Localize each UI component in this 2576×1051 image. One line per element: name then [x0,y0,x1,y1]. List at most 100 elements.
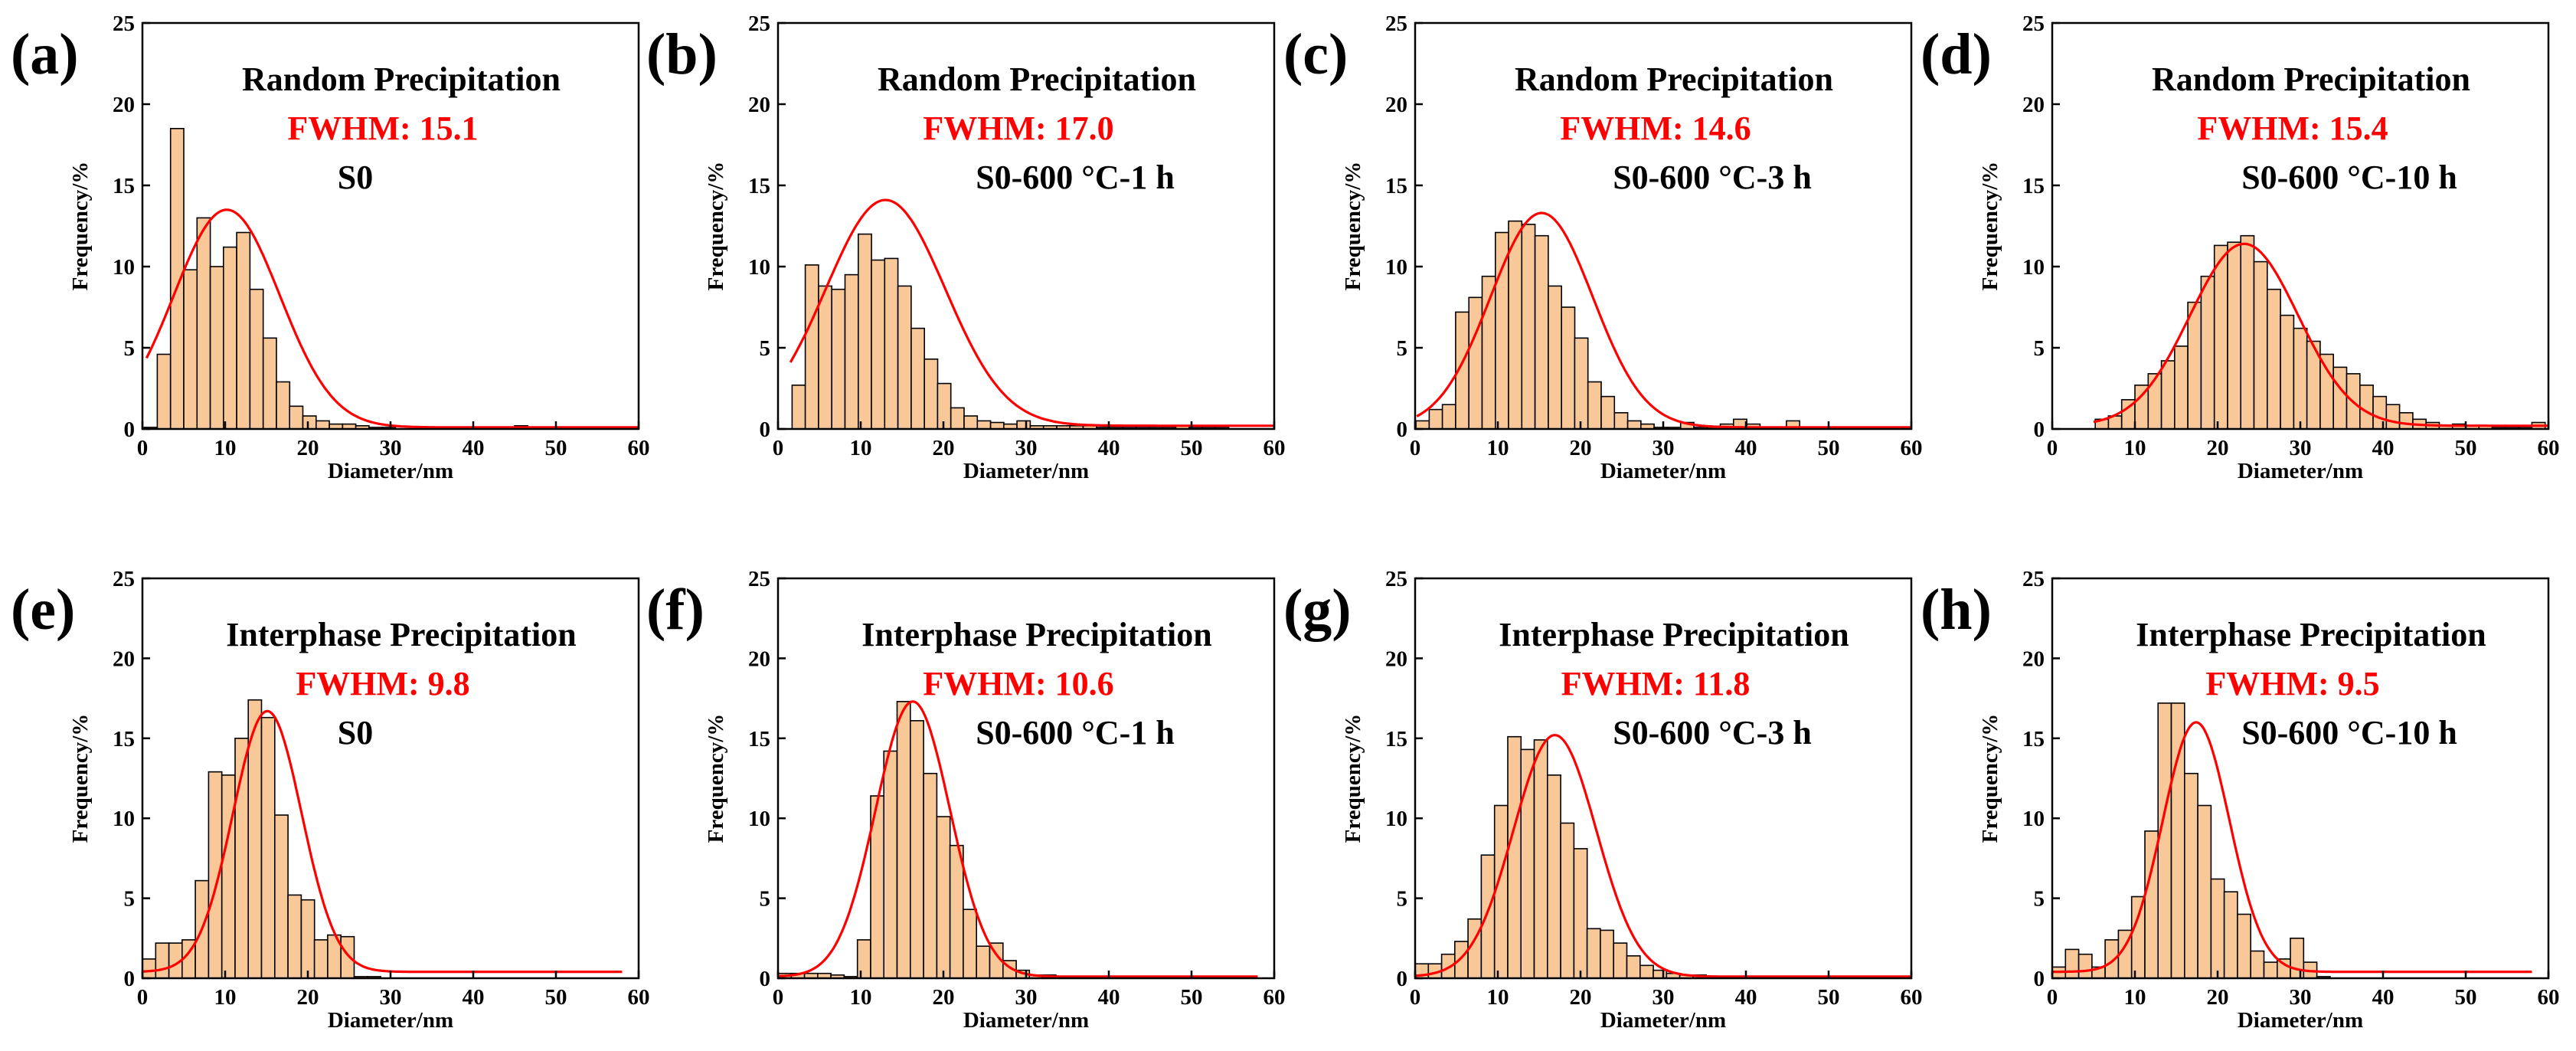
chart-panel: 0 10 20 30 40 50 60 0 5 10 15 20 25 Diameter/nm Freque… [1921,567,2560,1033]
histogram-bar [2213,244,2228,430]
histogram-bar [831,288,846,430]
histogram-bar [289,405,304,430]
y-tick-label: 20 [1385,647,1407,671]
y-tick-label: 10 [113,255,135,280]
x-tick-label: 30 [380,985,402,1010]
x-tick-label: 20 [297,985,319,1010]
x-tick-label: 50 [545,436,567,460]
histogram-bar [1548,285,1563,430]
y-tick-label: 15 [2022,174,2045,198]
histogram-bar [1639,964,1654,979]
histogram-bar [858,233,872,430]
y-tick-label: 10 [748,807,770,831]
x-tick-label: 40 [463,985,485,1010]
histogram-bar [196,217,211,430]
fwhm-annotation: FWHM: 9.5 [2205,665,2379,702]
x-tick-label: 10 [214,985,237,1010]
histogram-bar [2157,702,2172,979]
chart-title: Interphase Precipitation [2136,616,2486,653]
histogram-bar [950,407,965,430]
histogram-bar [949,844,964,979]
x-axis-label: Diameter/nm [1600,459,1726,483]
x-tick-label: 60 [628,985,650,1010]
y-tick-label: 15 [748,727,770,751]
y-tick-label: 25 [748,11,770,36]
x-tick-label: 60 [1901,985,1923,1010]
x-axis-label: Diameter/nm [1600,1008,1726,1033]
chart-title: Random Precipitation [242,61,561,98]
chart-panel: 0 10 20 30 40 50 60 0 5 10 15 20 25 Diameter/nm Freque… [646,11,1286,483]
x-axis-label: Diameter/nm [2238,459,2363,483]
histogram-bar [2223,891,2238,979]
y-tick-label: 0 [1397,967,1408,991]
x-tick-label: 60 [1901,436,1923,460]
histogram-bar [976,420,992,430]
x-tick-label: 30 [2290,436,2312,460]
y-tick-label: 20 [113,647,135,671]
histogram-bar [1652,969,1668,979]
y-tick-label: 10 [748,255,770,280]
x-tick-label: 50 [545,985,567,1010]
x-tick-label: 50 [1181,985,1203,1010]
x-tick-label: 30 [2290,985,2312,1010]
x-tick-label: 10 [850,436,872,460]
histogram-bar [1561,306,1576,430]
histogram-bar [1493,804,1509,979]
y-tick-label: 25 [748,567,770,591]
x-tick-label: 30 [1015,985,1038,1010]
histogram-bar [302,415,317,430]
fwhm-annotation: FWHM: 17.0 [923,110,1113,147]
histogram-bar [155,942,170,979]
panel-letter: (b) [646,22,718,87]
histogram-bar [936,816,951,979]
histogram-bar [1560,822,1575,979]
histogram-bar [910,719,924,979]
sample-label: S0-600 °C-3 h [1613,159,1812,196]
y-tick-label: 25 [2022,567,2045,591]
fwhm-annotation: FWHM: 9.8 [296,665,469,702]
histogram-bar [1428,408,1443,430]
histogram-bar [2267,288,2281,430]
histogram-bar [2263,961,2278,979]
y-tick-label: 25 [1385,567,1407,591]
histogram-bar [2385,404,2401,430]
y-axis-label: Frequency/% [68,714,93,843]
y-axis-label: Frequency/% [704,162,728,291]
y-tick-label: 25 [113,567,135,591]
histogram-bar [340,935,355,979]
y-tick-label: 0 [2034,967,2045,991]
histogram-bar [2290,938,2305,979]
x-tick-label: 40 [463,436,485,460]
fwhm-annotation: FWHM: 15.1 [287,110,478,147]
sample-label: S0-600 °C-10 h [2241,159,2457,196]
histogram-bar [963,415,979,430]
histogram-bar [2253,260,2268,430]
chart-panel: 0 10 20 30 40 50 60 0 5 10 15 20 25 Diameter/nm Freque… [1283,11,1923,483]
histogram-bar [1547,774,1561,979]
histogram-bar [222,246,237,430]
histogram-bar [963,909,978,979]
histogram-bar [156,353,172,430]
chart-title: Random Precipitation [878,61,1196,98]
histogram-bar [2293,327,2308,430]
x-tick-label: 40 [2372,985,2395,1010]
histogram-bar [2227,241,2242,430]
x-tick-label: 40 [2372,436,2395,460]
x-axis-label: Diameter/nm [328,1008,453,1033]
histogram-bar [1586,928,1601,979]
histogram-bar [2187,301,2202,430]
y-tick-label: 15 [113,727,135,751]
panel-letter: (f) [646,578,704,642]
gaussian-fit-line [142,709,623,974]
histogram-bar [1613,942,1628,979]
y-tick-label: 5 [2034,336,2045,361]
x-tick-label: 50 [1181,436,1203,460]
histogram-bar [1480,854,1496,979]
histogram-bar [1600,929,1614,979]
histogram-bar [2210,878,2225,979]
x-tick-label: 0 [137,436,149,460]
x-tick-label: 0 [2047,985,2058,1010]
histogram-bar [1441,404,1456,430]
histogram-bar [260,716,276,979]
histogram-bar [897,285,912,430]
